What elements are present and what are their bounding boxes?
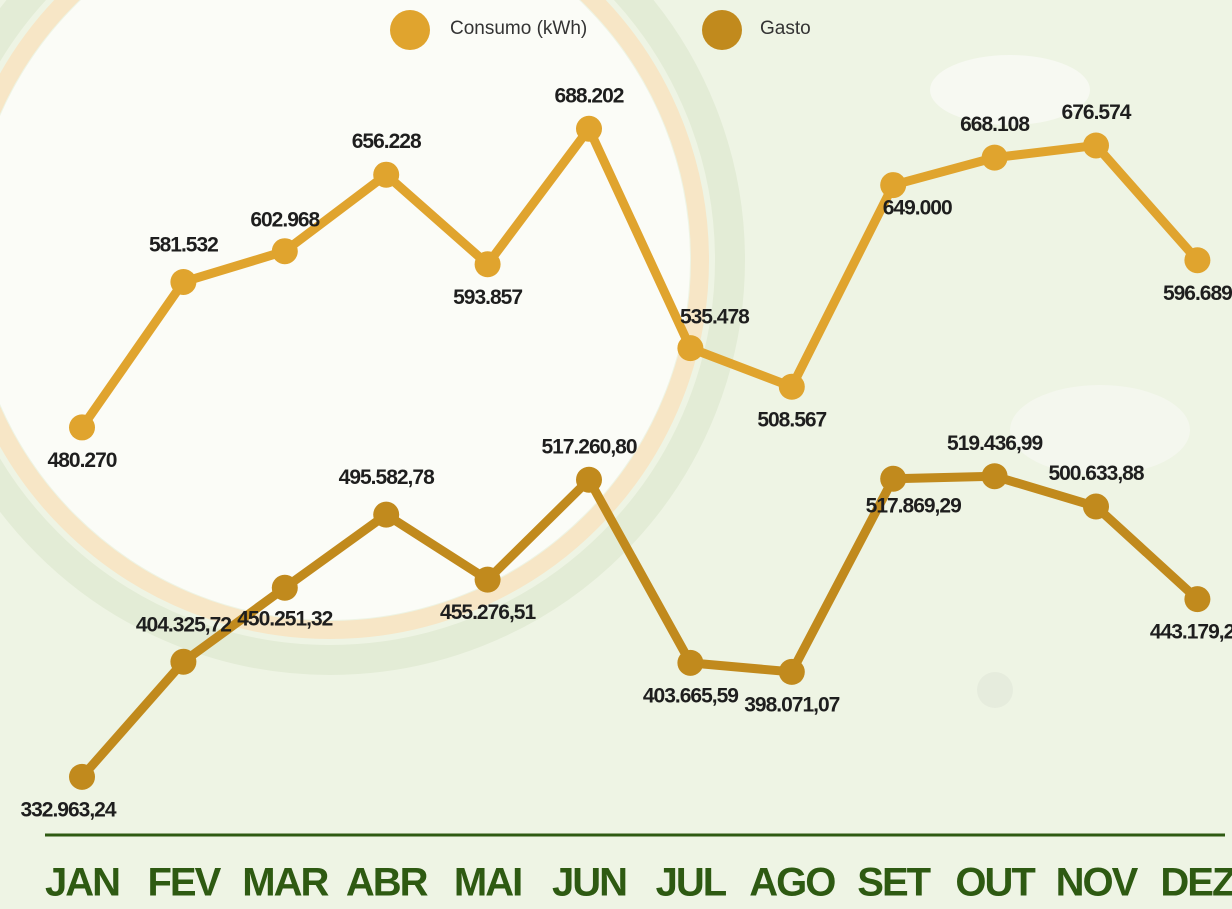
data-point — [170, 268, 197, 295]
data-label: 332.963,24 — [20, 798, 116, 821]
x-tick-label: MAR — [242, 861, 329, 905]
data-label: 602.968 — [250, 209, 320, 232]
data-label: 649.000 — [883, 197, 952, 220]
data-label: 398.071,07 — [744, 693, 839, 716]
data-label: 517.869,29 — [866, 494, 961, 517]
series-line — [78, 124, 1201, 431]
data-label: 656.228 — [352, 130, 422, 153]
data-point — [69, 763, 95, 790]
data-point — [474, 566, 501, 593]
data-label: 688.202 — [555, 84, 624, 107]
legend-swatch — [702, 10, 742, 50]
data-label: 593.857 — [453, 286, 522, 309]
data-label: 480.270 — [48, 449, 117, 472]
data-label: 403.665,59 — [643, 684, 738, 707]
data-point — [880, 172, 907, 199]
data-label: 443.179,22 — [1150, 621, 1232, 644]
data-point — [1083, 493, 1109, 520]
data-label: 517.260,80 — [541, 435, 636, 458]
data-point — [1184, 247, 1211, 274]
data-point — [677, 649, 704, 676]
data-label: 495.582,78 — [339, 466, 435, 489]
data-label: 535.478 — [680, 306, 750, 329]
data-label: 581.532 — [149, 234, 218, 257]
data-label: 450.251,32 — [237, 607, 332, 630]
x-tick-label: OUT — [955, 861, 1035, 905]
legend-label: Gasto — [760, 18, 811, 39]
data-label: 404.325,72 — [136, 613, 231, 636]
x-tick-label: JUN — [552, 861, 626, 905]
data-point — [1184, 586, 1211, 613]
legend: Consumo (kWh) Gasto — [390, 10, 811, 50]
legend-label: Consumo (kWh) — [450, 18, 587, 39]
data-point — [677, 335, 704, 362]
data-point — [576, 466, 602, 493]
data-label: 676.574 — [1062, 101, 1132, 124]
x-tick-label: NOV — [1056, 861, 1139, 905]
data-point — [271, 574, 298, 601]
background-decoration — [0, 0, 1090, 675]
data-point — [576, 115, 602, 142]
legend-swatch — [390, 10, 430, 50]
data-label: 500.633,88 — [1048, 462, 1144, 485]
data-point — [69, 414, 95, 441]
x-tick-label: AGO — [749, 861, 835, 905]
x-tick-label: SET — [857, 861, 930, 905]
data-point — [474, 251, 501, 278]
data-point — [778, 658, 805, 685]
x-tick-label: MAI — [454, 861, 521, 905]
data-point — [271, 238, 298, 265]
x-tick-label: JAN — [45, 861, 119, 905]
series-line — [78, 471, 1201, 780]
x-tick-label: DEZ — [1160, 861, 1232, 905]
x-tick-label: JUL — [656, 861, 727, 905]
data-label: 455.276,51 — [440, 601, 536, 624]
data-point — [373, 501, 400, 528]
data-point — [981, 144, 1008, 171]
data-point — [373, 161, 400, 188]
x-tick-label: ABR — [346, 861, 429, 905]
data-point — [778, 373, 805, 400]
data-label: 508.567 — [757, 408, 826, 431]
data-point — [981, 463, 1008, 490]
data-label: 596.689 — [1163, 282, 1232, 305]
data-point — [1083, 132, 1109, 159]
data-label: 519.436,99 — [947, 432, 1042, 455]
data-point — [170, 648, 197, 675]
x-tick-label: FEV — [148, 861, 222, 905]
data-label: 668.108 — [960, 113, 1030, 136]
data-point — [880, 465, 907, 492]
